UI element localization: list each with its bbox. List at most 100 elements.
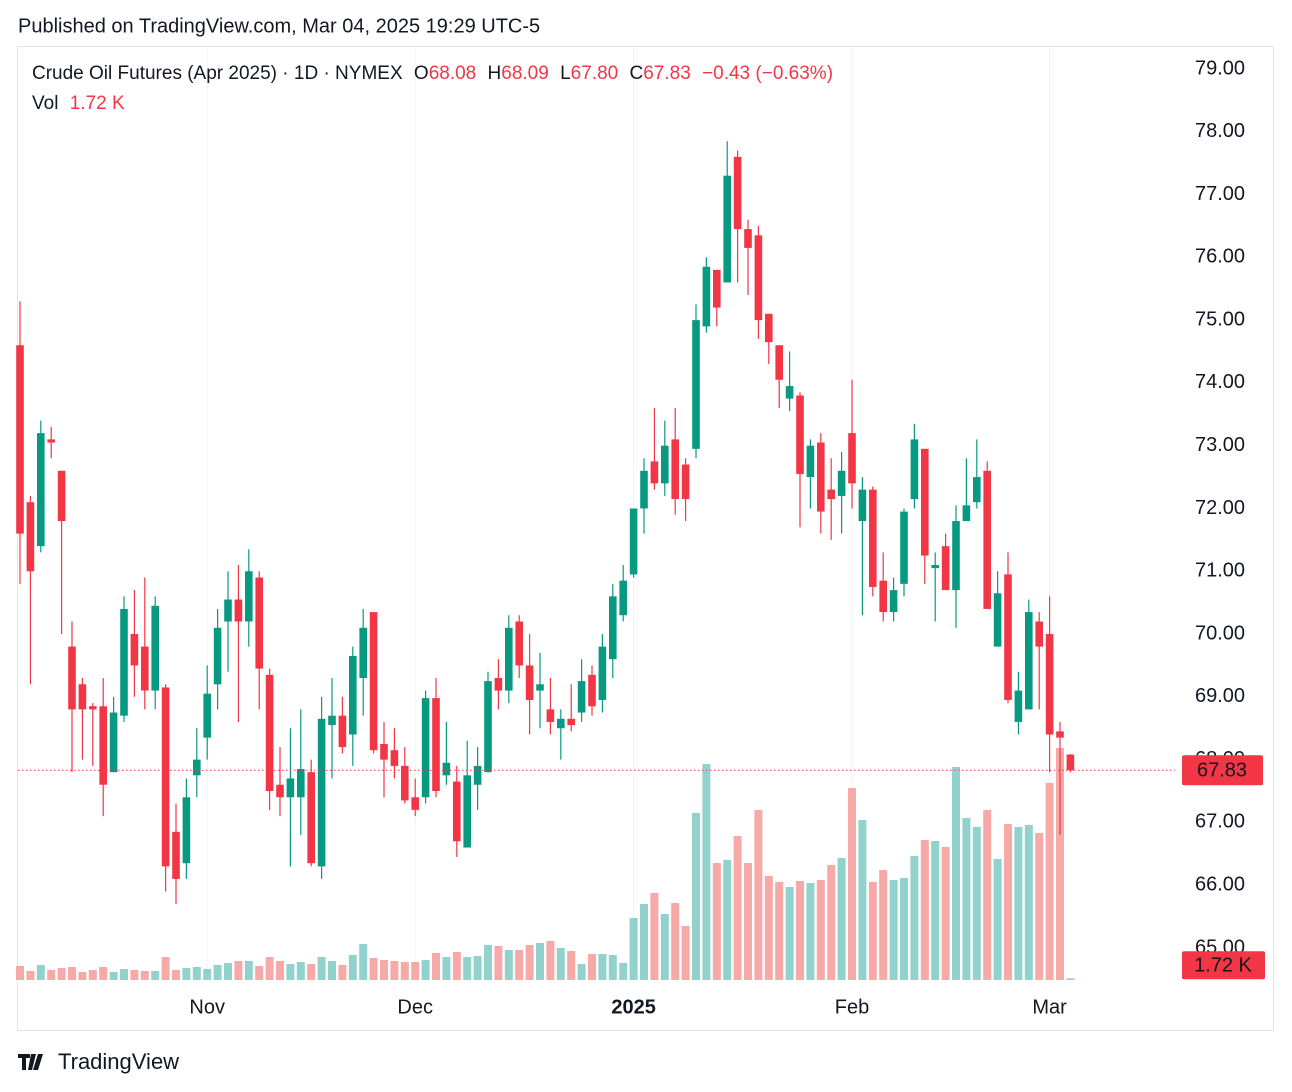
volume-bar: [1045, 783, 1054, 980]
candle-body: [463, 775, 471, 848]
volume-bar: [816, 880, 825, 980]
candle-body: [213, 627, 222, 685]
volume-bar: [515, 950, 524, 980]
volume-bar: [213, 965, 222, 980]
volume-bar: [369, 958, 378, 980]
volume-legend: Vol 1.72 K: [32, 93, 125, 114]
volume-bar: [993, 859, 1002, 980]
volume-bar: [692, 813, 700, 980]
ohlc-value: 68.09: [501, 63, 549, 84]
candle-body: [650, 461, 659, 484]
candle-body: [941, 546, 950, 591]
chart-title: Crude Oil Futures (Apr 2025) · 1D · NYME…: [32, 63, 403, 84]
volume-bar: [796, 881, 804, 980]
candle-body: [109, 712, 118, 773]
y-tick-label: 67.00: [1195, 811, 1245, 833]
volume-bar: [36, 965, 45, 980]
y-tick-label: 76.00: [1195, 246, 1245, 268]
candle-body: [1066, 754, 1075, 771]
candle-body: [349, 656, 357, 735]
volume-bar: [432, 953, 440, 980]
candle-body: [224, 599, 232, 622]
candle-body: [858, 489, 867, 522]
volume-bar: [640, 904, 648, 980]
volume-bar: [182, 968, 191, 980]
volume-bar: [1035, 833, 1044, 980]
volume-tag: 1.72 K: [1194, 955, 1252, 977]
candle-body: [567, 718, 575, 726]
candle-body: [37, 433, 45, 547]
published-header: Published on TradingView.com, Mar 04, 20…: [18, 15, 540, 37]
candle-body: [515, 621, 523, 666]
x-tick-label: 2025: [611, 996, 656, 1018]
candle-body: [172, 831, 180, 879]
volume-bar: [328, 961, 336, 980]
candle-body: [401, 765, 409, 801]
y-tick-label: 69.00: [1195, 685, 1245, 707]
y-tick-label: 66.00: [1195, 873, 1245, 895]
volume-bar: [629, 918, 638, 980]
candle-body: [837, 470, 846, 496]
volume-bar: [952, 767, 960, 980]
candle-body: [889, 590, 898, 613]
volume-bar: [806, 883, 815, 980]
volume-bar: [920, 840, 929, 980]
candle-body: [754, 235, 763, 321]
volume-bar: [619, 963, 628, 980]
candle-body: [525, 665, 534, 700]
volume-bar: [473, 956, 482, 980]
candle-body: [931, 564, 939, 569]
volume-bar: [380, 960, 388, 980]
y-tick-label: 78.00: [1195, 120, 1245, 142]
volume-bar: [598, 954, 607, 980]
candle-body: [640, 470, 648, 509]
volume-bar: [660, 914, 669, 980]
candle-body: [557, 718, 565, 729]
x-tick-label: Feb: [835, 996, 869, 1018]
volume-bar: [900, 878, 908, 980]
volume-bar: [941, 847, 950, 980]
y-tick-label: 72.00: [1195, 497, 1245, 519]
volume-bar: [1014, 827, 1023, 980]
candle-body: [265, 674, 274, 792]
volume-bar: [452, 952, 461, 980]
volume-bar: [16, 966, 24, 980]
ohlc-key: O: [414, 63, 429, 84]
volume-bar: [785, 887, 794, 980]
ohlc-value: 68.08: [429, 63, 477, 84]
volume-bar: [234, 961, 243, 980]
volume-bar: [338, 965, 347, 980]
volume-bar: [463, 957, 472, 980]
candle-body: [629, 508, 638, 575]
volume-bar: [671, 903, 680, 980]
candle-body: [1045, 634, 1054, 735]
ohlc-value: 67.83: [643, 63, 691, 84]
volume-bar: [702, 764, 711, 980]
candle-body: [588, 674, 596, 707]
candle-body: [317, 718, 326, 867]
volume-bar: [889, 880, 898, 980]
volume-bar: [556, 948, 565, 980]
x-tick-label: Dec: [397, 996, 433, 1018]
candle-body: [89, 706, 97, 710]
volume-bar: [723, 860, 732, 980]
candle-body: [671, 439, 679, 500]
candle-body: [68, 646, 76, 710]
candle-body: [505, 627, 513, 691]
volume-bar: [57, 968, 66, 980]
candle-body: [702, 266, 711, 327]
candle-body: [120, 608, 128, 716]
y-tick-label: 71.00: [1195, 560, 1245, 582]
candle-body: [1014, 690, 1023, 722]
candle-body: [432, 698, 440, 792]
candle-body: [661, 445, 669, 484]
ohlc-value: 67.80: [571, 63, 619, 84]
candle-body: [869, 489, 877, 587]
y-tick-label: 74.00: [1195, 371, 1245, 393]
candle-body: [681, 464, 690, 500]
volume-bar: [972, 827, 981, 980]
chart-frame: [17, 46, 1274, 1031]
volume-bar: [400, 962, 409, 980]
volume-bar: [681, 926, 690, 980]
volume-bar: [712, 863, 721, 980]
